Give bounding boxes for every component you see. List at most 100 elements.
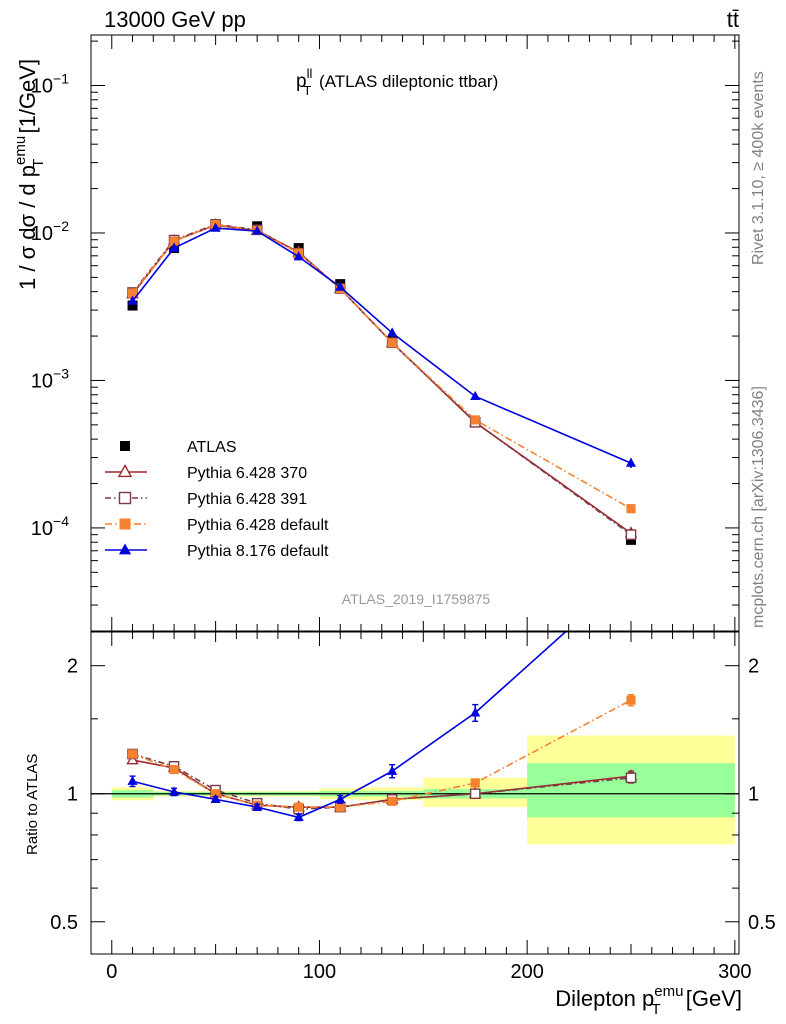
legend-label: Pythia 6.428 391 xyxy=(187,491,307,508)
ratio-data-point xyxy=(210,793,221,804)
x-axis-label-sub: T xyxy=(651,1001,660,1018)
data-point xyxy=(625,529,637,540)
main-y-tick-base: 10 xyxy=(31,370,53,392)
ratio-data-point xyxy=(626,695,636,705)
main-y-axis-label-a: 1 / σ dσ / d p xyxy=(15,165,40,290)
ratio-y-tick-label-right: 1 xyxy=(748,784,759,806)
ratio-series-pythia-8-176-default xyxy=(127,632,567,822)
legend-marker xyxy=(120,441,130,451)
main-series-group xyxy=(126,218,638,545)
legend-entry: Pythia 6.428 391 xyxy=(105,491,307,508)
ratio-panel-frame xyxy=(90,631,740,955)
ratio-y-tick-label: 1 xyxy=(67,784,78,806)
x-axis-label-sup: emu xyxy=(654,983,683,1000)
legend-marker xyxy=(117,463,133,478)
data-point xyxy=(625,457,637,467)
legend: ATLAS Pythia 6.428 370 Pythia 6.428 391 Pyt… xyxy=(105,439,329,560)
data-point xyxy=(293,251,304,261)
series-pythia-8-176-default xyxy=(127,222,637,468)
ratio-y-axis-label: Ratio to ATLAS xyxy=(24,754,41,855)
main-y-tick-base: 10 xyxy=(31,75,53,97)
main-panel: 10−410−310−210−1 pll T (ATLAS dileptonic … xyxy=(12,34,740,632)
data-point xyxy=(127,295,138,305)
main-y-axis-label-sup: emu xyxy=(12,136,29,165)
plot-title-sup: ll xyxy=(307,66,313,81)
ratio-data-point xyxy=(169,764,179,775)
legend-marker xyxy=(118,491,132,505)
main-y-tick-label: 10−4 xyxy=(31,513,69,540)
ratio-data-point xyxy=(625,772,637,784)
ratio-data-point xyxy=(127,775,138,785)
data-point xyxy=(335,281,346,291)
data-point xyxy=(252,225,263,235)
series-line xyxy=(131,223,632,536)
main-panel-frame xyxy=(90,34,740,632)
ratio-data-point xyxy=(470,707,481,717)
legend-marker xyxy=(119,518,131,530)
data-point xyxy=(626,504,636,514)
ratio-data-point xyxy=(335,793,346,804)
x-axis-label-a: Dilepton p xyxy=(555,986,654,1011)
mcplots-reference-label: mcplots.cern.ch [arXiv:1306.3436] xyxy=(750,386,767,628)
data-point xyxy=(470,415,480,425)
header-energy-label: 13000 GeV pp xyxy=(104,7,246,32)
ratio-data-point xyxy=(127,749,138,759)
main-y-tick-exp: −2 xyxy=(53,218,69,234)
plot-title-main: p xyxy=(296,71,307,92)
ratio-axis-ticks: 0.5 0.5 1 1 2 2 0 100 200 300 xyxy=(50,632,776,983)
series-pythia-6-428-370 xyxy=(126,218,638,538)
ratio-y-tick-label-right: 0.5 xyxy=(748,912,776,934)
x-axis-label-b: [GeV] xyxy=(680,986,742,1011)
ratio-data-point xyxy=(169,786,180,796)
legend-label: Pythia 6.428 370 xyxy=(187,465,307,482)
legend-label: Pythia 6.428 default xyxy=(187,517,329,534)
series-line xyxy=(131,227,632,464)
rivet-version-label: Rivet 3.1.10, ≥ 400k events xyxy=(750,71,767,265)
plot-title-rest: (ATLAS dileptonic ttbar) xyxy=(314,72,498,91)
ratio-series-group xyxy=(126,632,638,822)
data-point xyxy=(169,236,179,246)
legend-entry: Pythia 6.428 default xyxy=(105,517,329,534)
x-tick-label: 300 xyxy=(718,961,751,983)
ratio-panel: 0.5 0.5 1 1 2 2 0 100 200 300 Ratio to ATLAS Dile… xyxy=(24,631,776,1018)
main-y-axis-label-sub: T xyxy=(30,159,47,168)
x-axis-label: Dilepton pemu T [GeV] xyxy=(555,983,742,1018)
legend-entry: Pythia 8.176 default xyxy=(105,543,329,560)
legend-entry: Pythia 6.428 370 xyxy=(105,463,307,482)
legend-label: ATLAS xyxy=(187,439,237,456)
main-y-tick-exp: −1 xyxy=(53,70,69,86)
ratio-data-point xyxy=(252,801,263,811)
ratio-y-tick-label: 2 xyxy=(67,656,78,678)
x-tick-label: 200 xyxy=(510,961,543,983)
data-point xyxy=(387,338,397,348)
plot-title-sub: T xyxy=(303,83,311,98)
series-line xyxy=(131,224,632,534)
ratio-y-tick-label-right: 2 xyxy=(748,656,759,678)
main-y-tick-label: 10−2 xyxy=(31,218,69,245)
main-y-tick-label: 10−1 xyxy=(31,70,69,97)
analysis-watermark: ATLAS_2019_I1759875 xyxy=(342,591,491,607)
data-point xyxy=(470,390,481,401)
plot-title: pll T (ATLAS dileptonic ttbar) xyxy=(296,66,498,98)
data-point xyxy=(169,242,180,252)
ratio-uncertainty-bands xyxy=(91,735,739,845)
legend-entry: ATLAS xyxy=(120,439,237,456)
ratio-y-tick-label: 0.5 xyxy=(50,912,78,934)
ratio-data-point xyxy=(211,789,221,799)
main-y-tick-exp: −3 xyxy=(53,365,69,381)
main-y-tick-base: 10 xyxy=(31,223,53,245)
legend-label: Pythia 8.176 default xyxy=(187,543,329,560)
main-y-tick-label: 10−3 xyxy=(31,365,69,392)
ratio-data-point xyxy=(469,788,481,800)
main-axis-ticks: 10−410−310−210−1 xyxy=(31,35,739,631)
main-y-axis-label-b: [1/GeV] xyxy=(15,59,40,140)
data-point xyxy=(127,288,138,298)
main-y-tick-exp: −4 xyxy=(53,513,69,529)
header-process-label: tt̄ xyxy=(727,7,739,32)
main-y-tick-base: 10 xyxy=(31,518,53,540)
x-tick-label: 100 xyxy=(303,961,336,983)
ratio-data-point xyxy=(387,796,397,806)
ratio-data-point xyxy=(335,802,345,812)
ratio-data-point xyxy=(470,778,480,788)
